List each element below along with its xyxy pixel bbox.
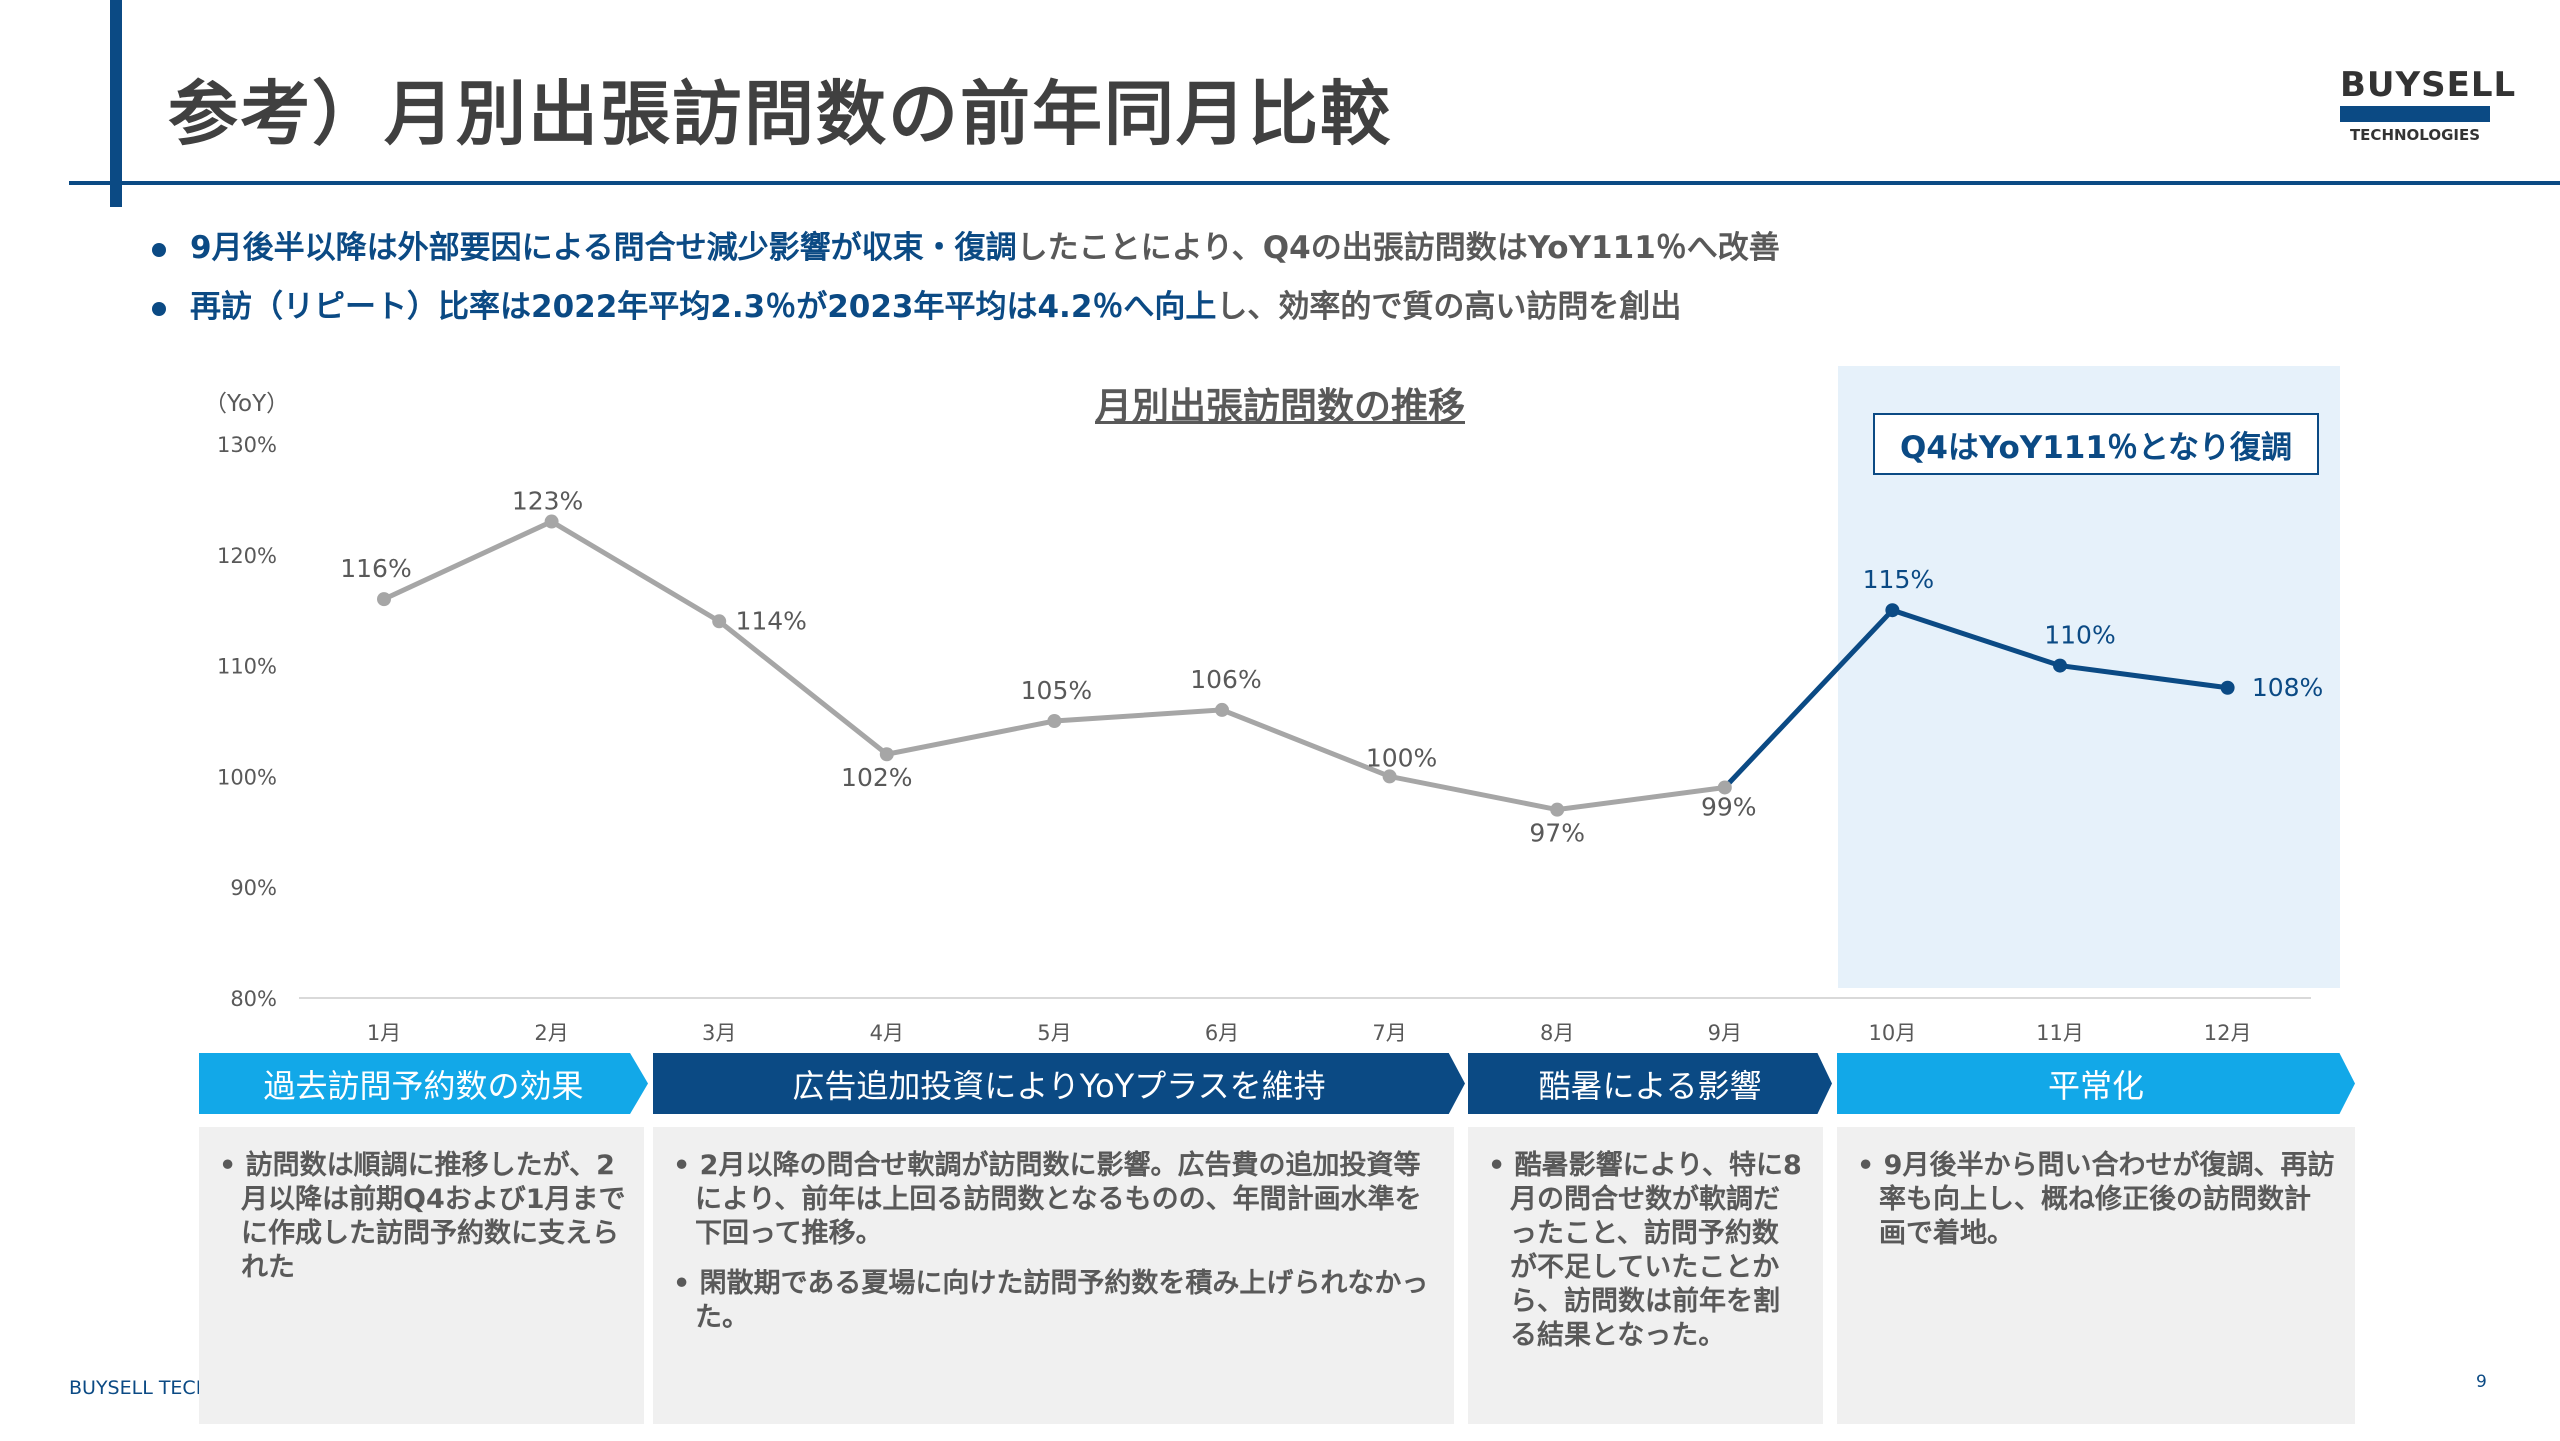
- phase-banner: 過去訪問予約数の効果: [199, 1053, 648, 1114]
- phase-banner: 平常化: [1837, 1053, 2355, 1114]
- data-label: 114%: [735, 606, 806, 635]
- phase-banner: 酷暑による影響: [1468, 1053, 1832, 1114]
- logo-text-top: BUYSELL: [2340, 65, 2517, 105]
- data-point: [2220, 680, 2235, 695]
- data-label: 105%: [1021, 676, 1092, 705]
- data-point: [879, 747, 894, 762]
- y-axis-unit: （YoY）: [204, 391, 290, 417]
- data-label: 123%: [512, 487, 583, 516]
- data-point: [1550, 802, 1565, 817]
- data-point: [377, 592, 391, 607]
- data-point: [1215, 702, 1229, 717]
- bullet-text: し、効率的で質の高い訪問を創出: [1216, 289, 1682, 325]
- data-point: [1382, 769, 1397, 784]
- data-point: [1885, 603, 1900, 618]
- x-tick-label: 3月: [702, 1021, 736, 1045]
- page-title: 参考）月別出張訪問数の前年同月比較: [168, 73, 1392, 155]
- bullet-dot: [152, 301, 166, 316]
- summary-bullet: 再訪（リピート）比率は2022年平均2.3％が2023年平均は4.2％へ向上し、…: [152, 281, 1681, 326]
- phase-detail: • 訪問数は順調に推移したが、2月以降は前期Q4および1月までに作成した訪問予約…: [199, 1127, 644, 1424]
- detail-item: • 閑散期である夏場に向けた訪問予約数を積み上げられなかった。: [673, 1268, 1429, 1333]
- data-label: 102%: [841, 763, 912, 792]
- data-point: [1717, 780, 1732, 795]
- x-tick-label: 10月: [1869, 1021, 1917, 1045]
- bullet-text: したことにより、Q4の出張訪問数はYoY111％へ改善: [1016, 230, 1780, 266]
- x-tick-label: 5月: [1037, 1021, 1071, 1045]
- x-tick-label: 2月: [534, 1021, 568, 1045]
- data-label: 99%: [1701, 792, 1757, 821]
- detail-item: • 9月後半から問い合わせが復調、再訪率も向上し、概ね修正後の訪問数計画で着地。: [1857, 1150, 2335, 1249]
- page-number: 9: [2476, 1372, 2487, 1392]
- data-label: 110%: [2044, 621, 2115, 650]
- data-label: 106%: [1190, 665, 1261, 694]
- chart-title: 月別出張訪問数の推移: [1095, 385, 1465, 428]
- x-tick-label: 6月: [1205, 1021, 1239, 1045]
- data-label: 100%: [1366, 743, 1437, 772]
- data-label: 97%: [1529, 819, 1585, 848]
- bullet-highlight: 再訪（リピート）比率は2022年平均2.3％が2023年平均は4.2％へ向上: [190, 289, 1217, 325]
- phase-banner: 広告追加投資によりYoYプラスを維持: [653, 1053, 1465, 1114]
- y-tick-label: 130%: [217, 433, 277, 457]
- logo-bar: [2340, 106, 2490, 122]
- data-point: [2053, 658, 2067, 673]
- data-point: [712, 614, 727, 629]
- accent-bar: [110, 0, 122, 207]
- line-chart: 130% 120% 110% 100% 90% 80% 1月 2月 3月 4月 5月 6月 7月 8月 9月…: [217, 433, 2323, 1045]
- detail-item: • 訪問数は順調に推移したが、2月以降は前期Q4および1月までに作成した訪問予約…: [219, 1150, 626, 1283]
- x-tick-label: 4月: [870, 1021, 904, 1045]
- y-tick-label: 110%: [217, 655, 277, 679]
- x-tick-label: 8月: [1540, 1021, 1574, 1045]
- series-line-base: [382, 518, 1726, 813]
- bullet-dot: [152, 242, 166, 257]
- phase-detail: • 2月以降の問合せ軟調が訪問数に影響。広告費の追加投資等により、前年は上回る訪…: [653, 1127, 1454, 1424]
- x-tick-label: 9月: [1708, 1021, 1742, 1045]
- x-tick-label: 7月: [1372, 1021, 1406, 1045]
- y-tick-label: 100%: [217, 765, 277, 789]
- header-divider: [69, 181, 2560, 185]
- y-tick-label: 120%: [217, 544, 277, 568]
- data-point: [544, 514, 559, 529]
- data-label: 115%: [1863, 565, 1934, 594]
- footer-company: BUYSELL TECH: [69, 1377, 210, 1399]
- x-tick-label: 1月: [367, 1021, 401, 1045]
- detail-item: • 2月以降の問合せ軟調が訪問数に影響。広告費の追加投資等により、前年は上回る訪…: [673, 1150, 1422, 1249]
- series-line-q4: [1722, 607, 2228, 790]
- y-tick-label: 80%: [230, 987, 277, 1011]
- phase-detail: • 酷暑影響により、特に8月の問合せ数が軟調だったこと、訪問予約数が不足していた…: [1468, 1127, 1823, 1424]
- phase-detail: • 9月後半から問い合わせが復調、再訪率も向上し、概ね修正後の訪問数計画で着地。: [1837, 1127, 2355, 1424]
- company-logo: BUYSELL TECHNOLOGIES: [2340, 65, 2517, 144]
- data-label: 116%: [340, 554, 411, 583]
- data-point: [1047, 714, 1062, 728]
- detail-item: • 酷暑影響により、特に8月の問合せ数が軟調だったこと、訪問予約数が不足していた…: [1488, 1150, 1802, 1351]
- y-tick-label: 90%: [230, 876, 277, 900]
- q4-callout: Q4はYoY111％となり復調: [1873, 413, 2319, 475]
- summary-bullet: 9月後半以降は外部要因による問合せ減少影響が収束・復調したことにより、Q4の出張…: [152, 222, 1780, 267]
- x-tick-label: 11月: [2036, 1021, 2084, 1045]
- bullet-highlight: 9月後半以降は外部要因による問合せ減少影響が収束・復調: [190, 230, 1017, 266]
- data-label: 108%: [2252, 673, 2323, 702]
- x-tick-label: 12月: [2204, 1021, 2252, 1045]
- logo-text-bottom: TECHNOLOGIES: [2349, 126, 2481, 144]
